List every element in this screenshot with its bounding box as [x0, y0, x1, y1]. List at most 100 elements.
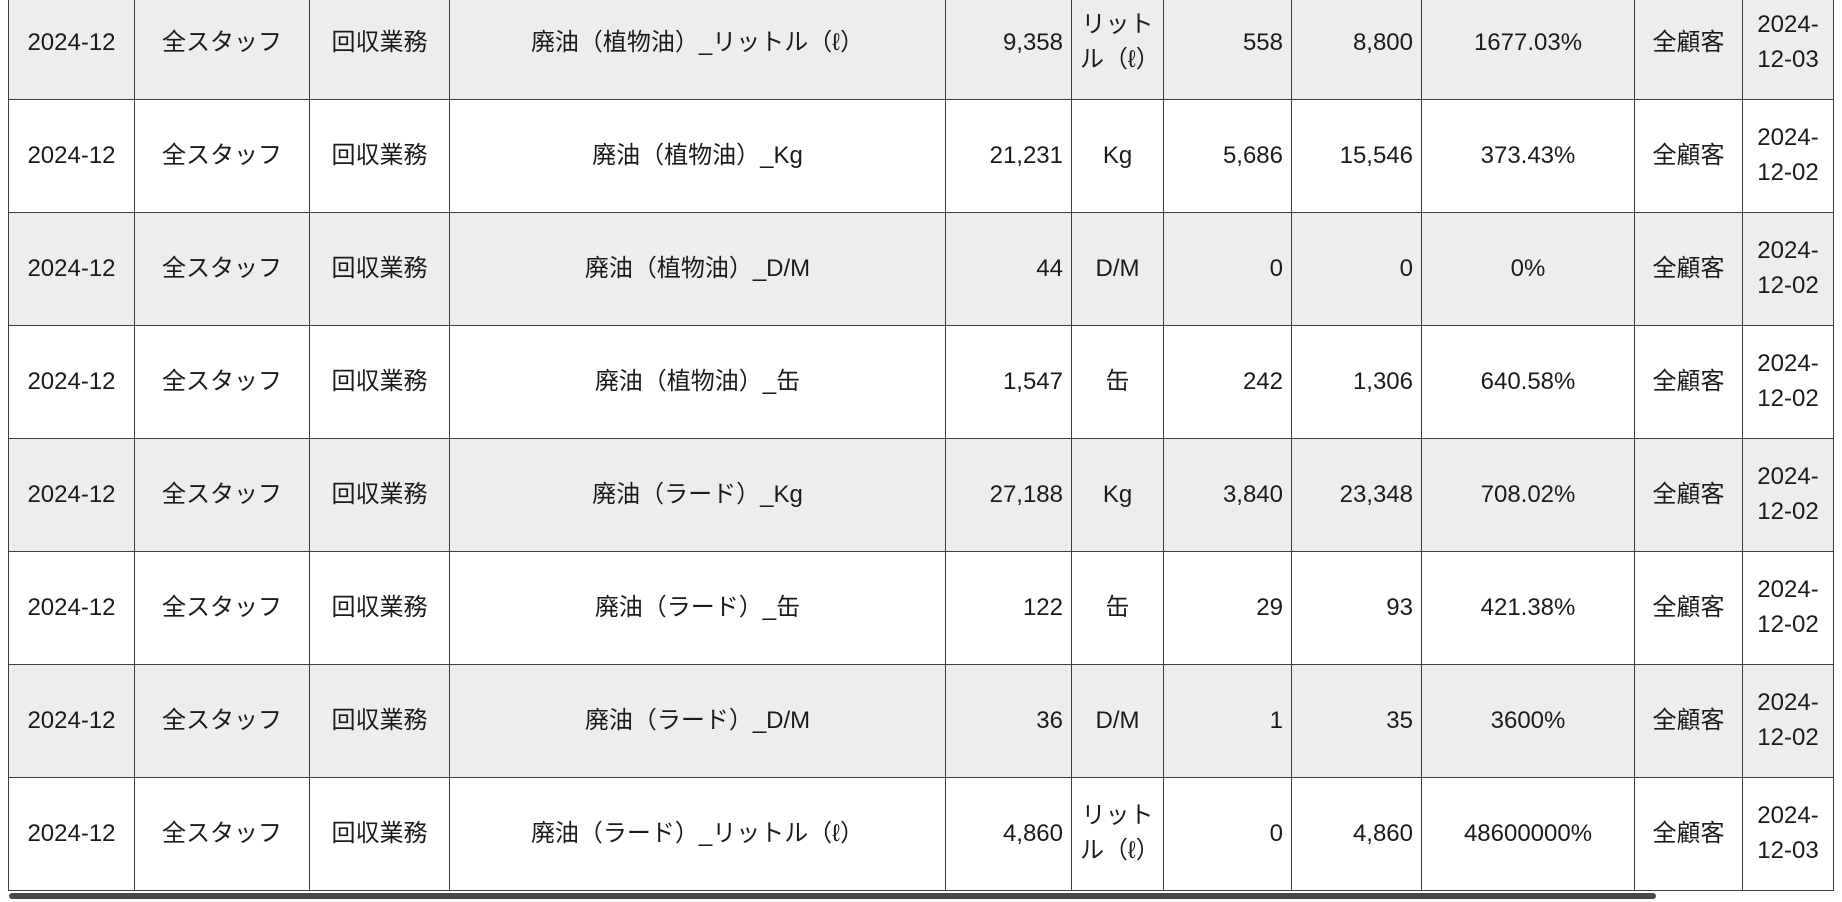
cell-value-a: 1 [1163, 664, 1292, 778]
cell-total-quantity: 36 [945, 664, 1072, 778]
cell-customer-scope: 全顧客 [1634, 212, 1743, 326]
cell-customer-scope: 全顧客 [1634, 99, 1743, 213]
cell-customer-scope: 全顧客 [1634, 551, 1743, 665]
cell-business-type: 回収業務 [309, 0, 450, 100]
cell-staff-scope: 全スタッフ [134, 438, 310, 552]
cell-value-a: 29 [1163, 551, 1292, 665]
cell-month: 2024-12 [8, 551, 135, 665]
cell-value-b: 4,860 [1291, 777, 1422, 891]
cell-month: 2024-12 [8, 664, 135, 778]
table-row: 2024-12 全スタッフ 回収業務 廃油（ラード）_リットル（ℓ） 4,860… [8, 777, 1834, 891]
cell-staff-scope: 全スタッフ [134, 325, 310, 439]
cell-staff-scope: 全スタッフ [134, 777, 310, 891]
cell-customer-scope: 全顧客 [1634, 325, 1743, 439]
cell-month: 2024-12 [8, 777, 135, 891]
cell-item-name: 廃油（ラード）_缶 [449, 551, 946, 665]
cell-total-quantity: 44 [945, 212, 1072, 326]
cell-customer-scope: 全顧客 [1634, 0, 1743, 100]
cell-staff-scope: 全スタッフ [134, 0, 310, 100]
cell-value-a: 5,686 [1163, 99, 1292, 213]
cell-item-name: 廃油（ラード）_Kg [449, 438, 946, 552]
cell-customer-scope: 全顧客 [1634, 438, 1743, 552]
cell-item-name: 廃油（植物油）_缶 [449, 325, 946, 439]
cell-month: 2024-12 [8, 325, 135, 439]
cell-staff-scope: 全スタッフ [134, 99, 310, 213]
table-row: 2024-12 全スタッフ 回収業務 廃油（植物油）_缶 1,547 缶 242… [8, 325, 1834, 439]
cell-total-quantity: 1,547 [945, 325, 1072, 439]
table-row: 2024-12 全スタッフ 回収業務 廃油（植物油）_D/M 44 D/M 0 … [8, 212, 1834, 326]
cell-percent: 1677.03% [1421, 0, 1635, 100]
cell-percent: 640.58% [1421, 325, 1635, 439]
cell-month: 2024-12 [8, 0, 135, 100]
cell-total-quantity: 122 [945, 551, 1072, 665]
cell-business-type: 回収業務 [309, 438, 450, 552]
cell-unit: 缶 [1071, 325, 1164, 439]
cell-unit: Kg [1071, 438, 1164, 552]
cell-customer-scope: 全顧客 [1634, 777, 1743, 891]
cell-percent: 421.38% [1421, 551, 1635, 665]
cell-value-b: 93 [1291, 551, 1422, 665]
table-row: 2024-12 全スタッフ 回収業務 廃油（植物油）_リットル（ℓ） 9,358… [8, 0, 1834, 100]
cell-item-name: 廃油（ラード）_D/M [449, 664, 946, 778]
cell-value-a: 558 [1163, 0, 1292, 100]
cell-business-type: 回収業務 [309, 99, 450, 213]
table-row: 2024-12 全スタッフ 回収業務 廃油（ラード）_缶 122 缶 29 93… [8, 551, 1834, 665]
cell-value-b: 1,306 [1291, 325, 1422, 439]
cell-total-quantity: 9,358 [945, 0, 1072, 100]
table-row: 2024-12 全スタッフ 回収業務 廃油（ラード）_Kg 27,188 Kg … [8, 438, 1834, 552]
cell-value-a: 0 [1163, 212, 1292, 326]
cell-date: 2024-12-03 [1742, 777, 1834, 891]
cell-percent: 708.02% [1421, 438, 1635, 552]
cell-date: 2024-12-02 [1742, 99, 1834, 213]
table-row: 2024-12 全スタッフ 回収業務 廃油（ラード）_D/M 36 D/M 1 … [8, 664, 1834, 778]
cell-business-type: 回収業務 [309, 551, 450, 665]
cell-value-a: 0 [1163, 777, 1292, 891]
cell-business-type: 回収業務 [309, 777, 450, 891]
cell-percent: 0% [1421, 212, 1635, 326]
cell-unit: Kg [1071, 99, 1164, 213]
cell-percent: 373.43% [1421, 99, 1635, 213]
cell-value-b: 8,800 [1291, 0, 1422, 100]
cell-unit: D/M [1071, 664, 1164, 778]
cell-unit: リットル（ℓ） [1071, 0, 1164, 100]
cell-value-b: 15,546 [1291, 99, 1422, 213]
table-scroll-area[interactable]: 2024-12 全スタッフ 回収業務 廃油（植物油）_リットル（ℓ） 9,358… [8, 0, 1834, 891]
cell-month: 2024-12 [8, 99, 135, 213]
cell-unit: リットル（ℓ） [1071, 777, 1164, 891]
cell-unit: 缶 [1071, 551, 1164, 665]
cell-date: 2024-12-02 [1742, 664, 1834, 778]
cell-item-name: 廃油（植物油）_Kg [449, 99, 946, 213]
cell-value-b: 0 [1291, 212, 1422, 326]
cell-date: 2024-12-02 [1742, 438, 1834, 552]
cell-staff-scope: 全スタッフ [134, 551, 310, 665]
cell-item-name: 廃油（植物油）_リットル（ℓ） [449, 0, 946, 100]
cell-month: 2024-12 [8, 212, 135, 326]
cell-month: 2024-12 [8, 438, 135, 552]
cell-total-quantity: 27,188 [945, 438, 1072, 552]
cell-customer-scope: 全顧客 [1634, 664, 1743, 778]
cell-percent: 3600% [1421, 664, 1635, 778]
cell-total-quantity: 21,231 [945, 99, 1072, 213]
horizontal-scrollbar-thumb[interactable] [9, 893, 1656, 899]
cell-business-type: 回収業務 [309, 212, 450, 326]
cell-total-quantity: 4,860 [945, 777, 1072, 891]
cell-value-a: 242 [1163, 325, 1292, 439]
cell-percent: 48600000% [1421, 777, 1635, 891]
cell-business-type: 回収業務 [309, 664, 450, 778]
cell-item-name: 廃油（植物油）_D/M [449, 212, 946, 326]
cell-business-type: 回収業務 [309, 325, 450, 439]
cell-value-b: 35 [1291, 664, 1422, 778]
cell-date: 2024-12-02 [1742, 325, 1834, 439]
table-row: 2024-12 全スタッフ 回収業務 廃油（植物油）_Kg 21,231 Kg … [8, 99, 1834, 213]
cell-date: 2024-12-03 [1742, 0, 1834, 100]
cell-date: 2024-12-02 [1742, 212, 1834, 326]
cell-staff-scope: 全スタッフ [134, 664, 310, 778]
metrics-table: 2024-12 全スタッフ 回収業務 廃油（植物油）_リットル（ℓ） 9,358… [8, 0, 1834, 891]
cell-unit: D/M [1071, 212, 1164, 326]
cell-value-b: 23,348 [1291, 438, 1422, 552]
cell-date: 2024-12-02 [1742, 551, 1834, 665]
cell-staff-scope: 全スタッフ [134, 212, 310, 326]
cell-item-name: 廃油（ラード）_リットル（ℓ） [449, 777, 946, 891]
cell-value-a: 3,840 [1163, 438, 1292, 552]
